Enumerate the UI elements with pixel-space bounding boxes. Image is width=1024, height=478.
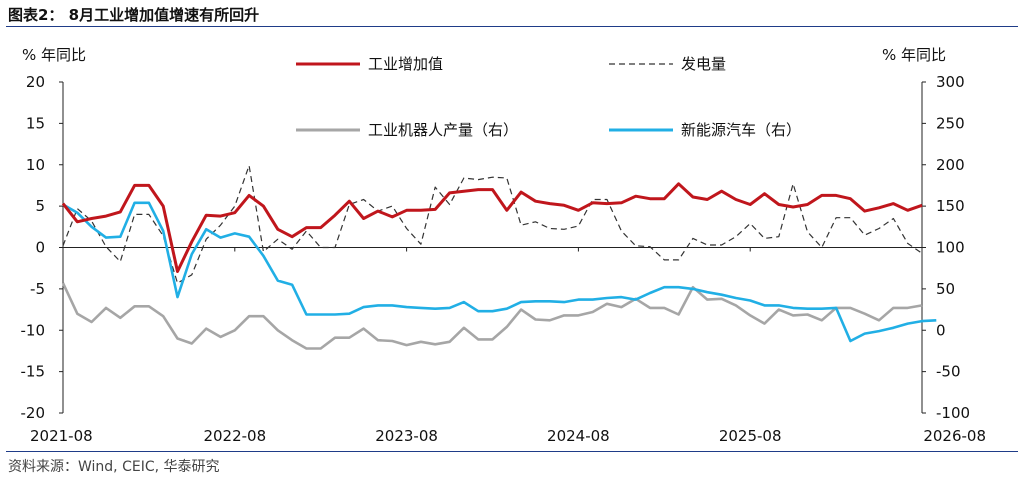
- legend-label-1: 发电量: [681, 55, 726, 73]
- left-axis-label: % 年同比: [22, 46, 86, 64]
- series-line-2: [61, 282, 923, 350]
- left-tick-label: -10: [21, 321, 46, 339]
- left-tick-label: -20: [21, 404, 46, 422]
- line-chart: 20151050-5-10-15-20300250200150100500-50…: [21, 46, 987, 445]
- x-tick-label: 2024-08: [547, 427, 610, 445]
- legend-label-0: 工业增加值: [368, 55, 443, 73]
- title-divider: [6, 26, 1018, 27]
- right-tick-label: -100: [936, 404, 970, 422]
- source-note: 资料来源：Wind, CEIC, 华泰研究: [8, 459, 220, 475]
- left-tick-label: -15: [21, 363, 46, 381]
- left-tick-label: 0: [35, 239, 45, 257]
- right-tick-label: 150: [936, 197, 965, 215]
- right-tick-label: -50: [936, 363, 961, 381]
- x-tick-label: 2023-08: [375, 427, 438, 445]
- x-tick-label: 2022-08: [203, 427, 266, 445]
- series-line-0: [61, 182, 923, 273]
- left-tick-label: 15: [26, 114, 45, 132]
- right-tick-label: 250: [936, 114, 965, 132]
- chart-title: 图表2： 8月工业增加值增速有所回升: [8, 6, 260, 24]
- x-tick-label: 2025-08: [719, 427, 782, 445]
- left-tick-label: 5: [35, 197, 45, 215]
- legend-label-3: 新能源汽车（右）: [681, 121, 801, 139]
- right-tick-label: 300: [936, 73, 965, 91]
- legend-label-2: 工业机器人产量（右）: [368, 121, 518, 139]
- right-tick-label: 50: [936, 280, 955, 298]
- right-axis-label: % 年同比: [882, 46, 946, 64]
- left-tick-label: 20: [26, 73, 45, 91]
- right-tick-label: 0: [936, 321, 946, 339]
- series-line-3: [62, 201, 937, 343]
- x-tick-label: 2026-08: [923, 427, 986, 445]
- right-tick-label: 200: [936, 156, 965, 174]
- series-line-1: [62, 165, 923, 284]
- right-tick-label: 100: [936, 239, 965, 257]
- source-divider: [6, 451, 1018, 452]
- x-tick-label: 2021-08: [30, 427, 93, 445]
- left-tick-label: 10: [26, 156, 45, 174]
- left-tick-label: -5: [30, 280, 45, 298]
